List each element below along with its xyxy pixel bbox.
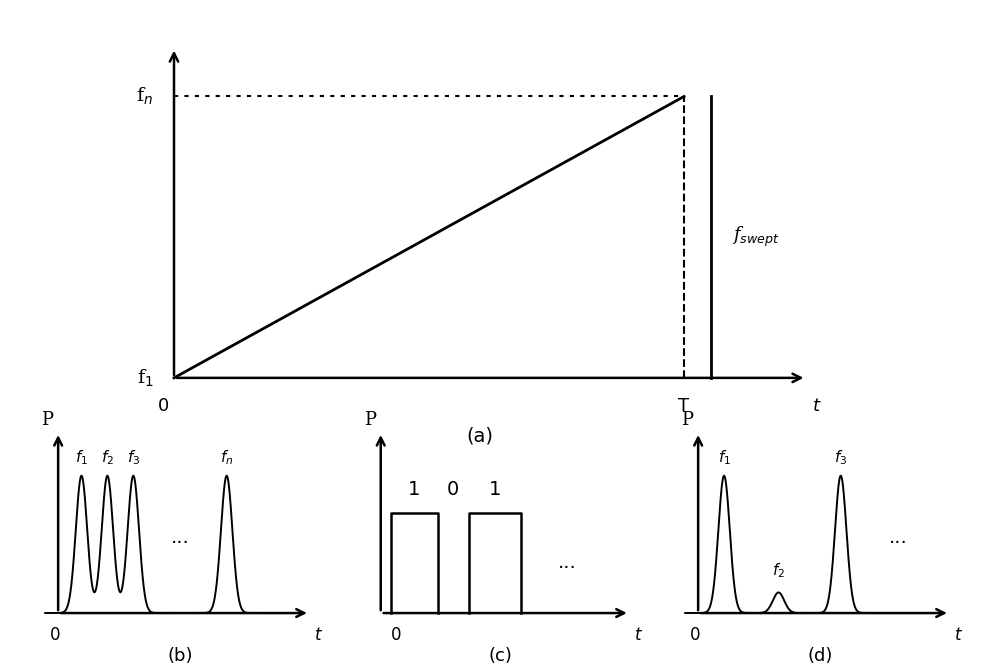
Text: (a): (a) bbox=[467, 427, 494, 446]
Text: P: P bbox=[681, 411, 693, 429]
Text: (d): (d) bbox=[807, 647, 833, 665]
Text: $f_1$: $f_1$ bbox=[718, 449, 731, 468]
Text: $f_1$: $f_1$ bbox=[75, 449, 88, 468]
Text: $f_3$: $f_3$ bbox=[127, 449, 140, 468]
Text: $f_2$: $f_2$ bbox=[772, 561, 785, 580]
Text: (b): (b) bbox=[167, 647, 193, 665]
Text: t: t bbox=[813, 397, 820, 415]
Text: f$_1$: f$_1$ bbox=[137, 367, 154, 389]
Text: 0: 0 bbox=[447, 480, 459, 499]
Text: f$_{swept}$: f$_{swept}$ bbox=[732, 225, 780, 249]
Text: P: P bbox=[41, 411, 53, 429]
Text: ...: ... bbox=[558, 553, 577, 572]
Text: P: P bbox=[364, 411, 376, 429]
Text: t: t bbox=[635, 626, 641, 645]
Text: 1: 1 bbox=[408, 480, 421, 499]
Text: $f_2$: $f_2$ bbox=[101, 449, 114, 468]
Text: 1: 1 bbox=[489, 480, 501, 499]
Text: 0: 0 bbox=[391, 626, 402, 645]
Text: 0: 0 bbox=[690, 626, 701, 645]
Text: 0: 0 bbox=[50, 626, 61, 645]
Text: T: T bbox=[678, 397, 690, 415]
Text: $f_3$: $f_3$ bbox=[834, 449, 847, 468]
Text: ...: ... bbox=[171, 528, 189, 547]
Text: (c): (c) bbox=[488, 647, 512, 665]
Text: f$_n$: f$_n$ bbox=[136, 86, 154, 107]
Text: ...: ... bbox=[888, 528, 907, 547]
Text: t: t bbox=[315, 626, 321, 645]
Text: 0: 0 bbox=[158, 397, 169, 415]
Text: $f_n$: $f_n$ bbox=[220, 449, 233, 468]
Text: t: t bbox=[955, 626, 961, 645]
